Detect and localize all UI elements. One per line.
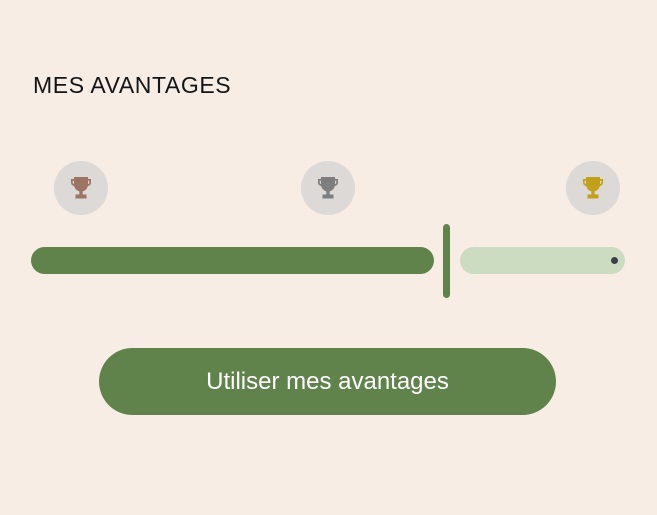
use-benefits-button[interactable]: Utiliser mes avantages (99, 348, 556, 415)
tier-gold (566, 161, 620, 215)
progress-end-dot (611, 257, 618, 264)
page-title: MES AVANTAGES (33, 72, 232, 98)
progress-bar-remaining (460, 247, 625, 274)
trophy-icon (69, 175, 93, 201)
progress-marker (443, 224, 450, 298)
tier-silver (301, 161, 355, 215)
trophy-icon (316, 175, 340, 201)
trophy-icon (581, 175, 605, 201)
progress-bar-filled (31, 247, 434, 274)
tier-bronze (54, 161, 108, 215)
